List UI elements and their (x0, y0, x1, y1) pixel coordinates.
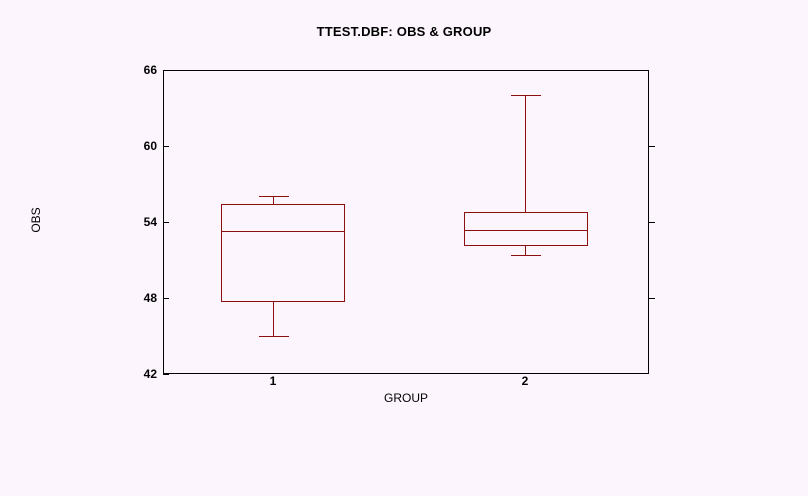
y-tick-label-54: 54 (143, 215, 157, 229)
y-axis-tick-labels: 66 60 54 48 42 (123, 0, 157, 496)
y-axis-label: OBS (29, 207, 43, 233)
box-1-quartile-box (221, 204, 345, 302)
y-tick-label-66: 66 (143, 63, 157, 77)
box-2-lower-whisker (525, 246, 526, 255)
box-1-lower-whisker (273, 301, 274, 336)
y-tick-mark-54 (163, 222, 169, 223)
box-1-upper-whisker-cap (259, 196, 289, 197)
y-tick-mark-right-60 (649, 146, 655, 147)
y-tick-label-42: 42 (143, 367, 157, 381)
x-axis-label: GROUP (383, 391, 428, 405)
y-tick-mark-right-48 (649, 298, 655, 299)
x-tick-label-1: 1 (269, 374, 277, 388)
box-2-lower-whisker-cap (511, 255, 541, 256)
y-tick-mark-66 (163, 70, 169, 71)
y-tick-mark-60 (163, 146, 169, 147)
box-2-quartile-box (464, 212, 588, 246)
box-1-median-line (221, 231, 345, 232)
y-tick-label-60: 60 (143, 139, 157, 153)
box-2-upper-whisker-cap (511, 95, 541, 96)
box-1-upper-whisker (273, 196, 274, 205)
box-2-median-line (464, 230, 588, 231)
y-tick-mark-right-54 (649, 222, 655, 223)
box-1-lower-whisker-cap (259, 336, 289, 337)
y-tick-mark-48 (163, 298, 169, 299)
y-tick-mark-42 (163, 374, 169, 375)
box-2-upper-whisker (525, 95, 526, 212)
x-tick-label-2: 2 (521, 374, 529, 388)
chart-title: TTEST.DBF: OBS & GROUP (316, 24, 492, 39)
y-tick-label-48: 48 (143, 291, 157, 305)
